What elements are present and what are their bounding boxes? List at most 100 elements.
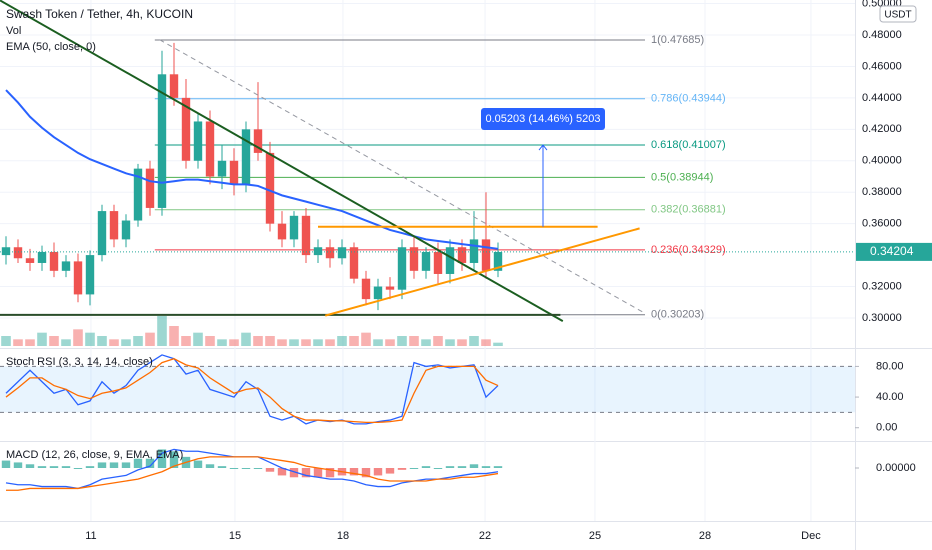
candle-body xyxy=(61,261,71,271)
candle-body xyxy=(457,247,467,263)
fib-label: 0.5(0.38944) xyxy=(651,171,713,183)
y-tick-label: 0.42000 xyxy=(862,123,902,135)
macd-hist xyxy=(397,468,407,470)
macd-hist xyxy=(493,466,503,468)
volume-bar xyxy=(253,336,263,346)
x-tick-label: 28 xyxy=(699,530,711,542)
y-tick-label: 0.00 xyxy=(876,422,897,434)
x-tick-label: 15 xyxy=(229,530,241,542)
stoch-title: Stoch RSI (3, 3, 14, 14, close) xyxy=(6,356,153,368)
macd-hist xyxy=(145,458,155,468)
arrow-head xyxy=(538,144,548,151)
y-tick-label: 0.44000 xyxy=(862,92,902,104)
volume-bar xyxy=(421,339,431,346)
macd-hist xyxy=(229,468,239,469)
macd-hist xyxy=(133,458,143,468)
macd-hist xyxy=(457,466,467,468)
currency: USDT xyxy=(884,10,911,21)
volume-bar xyxy=(325,339,335,346)
currency-box[interactable] xyxy=(879,5,917,23)
y-tick-label: 0.46000 xyxy=(862,60,902,72)
volume-bar xyxy=(457,339,467,346)
volume-bar xyxy=(241,332,251,346)
macd-hist xyxy=(193,460,203,468)
candle-body xyxy=(313,247,323,256)
macd-hist xyxy=(13,462,23,468)
candle-body xyxy=(373,286,383,300)
candle-body xyxy=(337,247,347,259)
y-tick-label: 0.36000 xyxy=(862,218,902,230)
macd-hist xyxy=(409,468,419,469)
volume-bar xyxy=(301,339,311,346)
candle-body xyxy=(49,251,59,271)
volume-bar xyxy=(385,339,395,346)
candle-body xyxy=(409,247,419,271)
candle-body xyxy=(349,247,359,279)
ema-title: EMA (50, close, 0) xyxy=(6,41,96,53)
volume-bar xyxy=(289,339,299,346)
volume-bar xyxy=(169,326,179,346)
volume-bar xyxy=(493,342,503,346)
volume-bar xyxy=(373,339,383,346)
candle-body xyxy=(361,278,371,300)
volume-bar xyxy=(49,336,59,346)
candle-body xyxy=(1,247,11,256)
volume-bar xyxy=(13,339,23,346)
volume-bar xyxy=(157,316,167,346)
macd-hist xyxy=(97,462,107,468)
macd-hist xyxy=(421,466,431,468)
candle-body xyxy=(157,74,167,208)
macd-hist xyxy=(109,462,119,468)
volume-bar xyxy=(109,339,119,346)
volume-bar xyxy=(181,336,191,346)
volume-bar xyxy=(37,332,47,346)
fib-label: 0.236(0.34329) xyxy=(651,244,726,256)
macd-hist xyxy=(481,466,491,468)
y-tick-label: 0.38000 xyxy=(862,186,902,198)
candle-body xyxy=(325,247,335,259)
candle-body xyxy=(397,247,407,290)
candle-body xyxy=(37,251,47,263)
x-tick-label: 22 xyxy=(479,530,491,542)
chart-title: Swash Token / Tether, 4h, KUCOIN xyxy=(6,7,193,21)
candle-body xyxy=(169,74,179,98)
macd-hist xyxy=(217,466,227,468)
trendline xyxy=(159,39,646,314)
macd-hist xyxy=(37,466,47,468)
x-tick-label: 18 xyxy=(337,530,349,542)
y-tick-label: 40.00 xyxy=(876,391,904,403)
measure-label: 0.05203 (14.46%) 5203 xyxy=(486,113,601,125)
candle-body xyxy=(493,251,503,271)
y-tick-label: 0.40000 xyxy=(862,155,902,167)
volume-bar xyxy=(337,336,347,346)
y-tick-label: 80.00 xyxy=(876,360,904,372)
volume-bar xyxy=(1,336,11,346)
macd-hist xyxy=(385,468,395,474)
candle-body xyxy=(193,121,203,161)
candle-body xyxy=(265,152,275,224)
candle-body xyxy=(241,129,251,185)
fib-label: 0.786(0.43944) xyxy=(651,93,726,105)
volume-bar xyxy=(409,336,419,346)
macd-hist xyxy=(433,468,443,469)
macd-hist xyxy=(277,468,287,476)
macd-hist xyxy=(73,468,83,469)
measure-box xyxy=(481,108,605,130)
trendline xyxy=(324,227,640,317)
candle-body xyxy=(181,97,191,161)
macd-hist xyxy=(349,468,359,476)
volume-bar xyxy=(217,339,227,346)
candle-body xyxy=(289,215,299,240)
volume-bar xyxy=(133,336,143,346)
x-tick-label: 11 xyxy=(85,530,96,542)
macd-hist xyxy=(241,468,251,469)
volume-bar xyxy=(61,339,71,346)
macd-hist xyxy=(361,468,371,478)
y-tick-label: 0.32000 xyxy=(862,280,902,292)
volume-bar xyxy=(145,332,155,346)
candle-body xyxy=(121,220,131,240)
macd-hist xyxy=(49,466,59,468)
macd-hist xyxy=(1,460,11,468)
